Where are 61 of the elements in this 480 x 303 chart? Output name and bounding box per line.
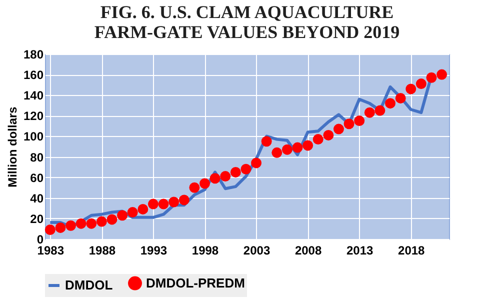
y-tick-label: 60 (30, 170, 44, 185)
x-tick-label: 2013 (346, 244, 374, 258)
y-tick-label: 100 (23, 130, 44, 144)
point (344, 118, 354, 130)
point (364, 107, 375, 118)
point (127, 207, 138, 218)
point (292, 142, 303, 153)
point (354, 116, 365, 126)
point (168, 196, 180, 208)
point (385, 98, 396, 109)
x-tick-label: 1988 (88, 244, 116, 258)
y-tick-label: 20 (30, 212, 44, 226)
x-tick-label: 2018 (398, 244, 426, 258)
point (282, 144, 292, 155)
point (323, 130, 334, 140)
point (66, 220, 76, 231)
y-axis-title: Million dollars (5, 106, 20, 188)
point (416, 78, 426, 90)
y-tick-label: 40 (30, 191, 44, 206)
point (117, 210, 128, 221)
point (220, 171, 231, 182)
point (96, 216, 107, 227)
y-tick-label: 120 (23, 109, 44, 124)
point (406, 84, 416, 94)
point (426, 72, 437, 83)
point (200, 178, 210, 189)
chart-title: FIG. 6. U.S. CLAM AQUACULTURE FARM-GATE VALUES BEYOND 2019 (94, 2, 400, 42)
x-tick-label: 2003 (243, 244, 270, 258)
point (138, 204, 148, 214)
point (374, 105, 386, 116)
legend-label: DMDOL (65, 278, 113, 292)
point (333, 124, 344, 134)
y-tick-label: 180 (23, 48, 44, 62)
point (44, 224, 56, 235)
point (272, 147, 282, 158)
y-tick-label: 140 (23, 88, 44, 103)
y-tick-label: 0 (36, 232, 44, 246)
point (55, 222, 66, 233)
legend-label: DMDOL-PREDM (146, 275, 245, 290)
x-tick-label: 1983 (37, 244, 64, 258)
point (302, 140, 314, 151)
point (395, 92, 406, 104)
x-tick-label: 1998 (192, 244, 219, 258)
x-tick-label: 1993 (140, 244, 168, 258)
point (148, 198, 158, 210)
point (210, 173, 220, 184)
point (158, 198, 169, 210)
point (86, 218, 97, 229)
point (261, 136, 272, 147)
point (178, 194, 190, 206)
point (240, 164, 252, 174)
point (106, 214, 118, 225)
y-tick-label: 80 (30, 150, 44, 164)
point (76, 218, 86, 229)
x-tick-label: 2008 (294, 244, 322, 258)
point (436, 69, 448, 80)
point (189, 182, 200, 193)
point (230, 166, 241, 178)
y-tick-label: 160 (23, 68, 44, 82)
point (312, 134, 324, 145)
point (251, 158, 262, 168)
